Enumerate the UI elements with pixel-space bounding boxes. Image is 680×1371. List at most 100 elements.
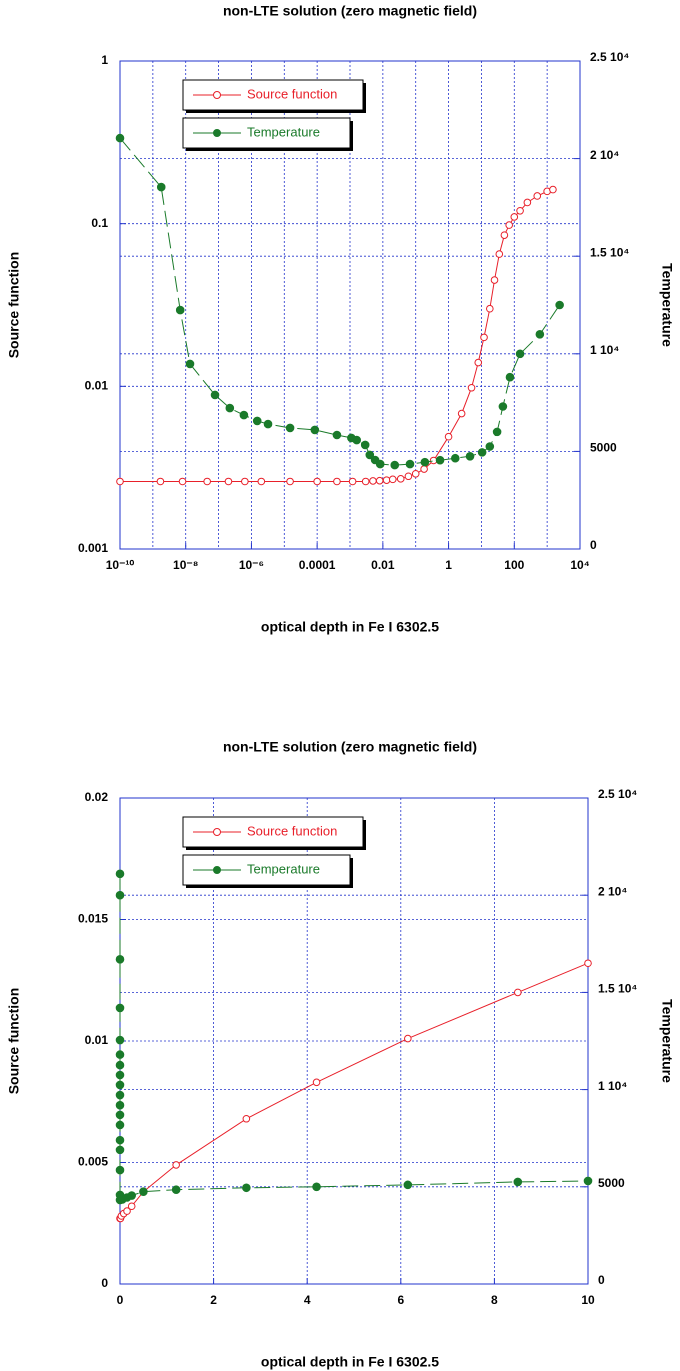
data-point [361,477,370,486]
data-point [332,430,342,440]
y2-tick-label: 2.5 10⁴ [590,50,629,64]
data-point [115,1080,125,1090]
data-point [457,409,466,418]
data-point [514,988,522,997]
x-tick-label: 10⁻¹⁰ [106,558,135,572]
y-axis-label: Source function [6,252,22,359]
data-point [115,1165,125,1175]
data-point [420,457,430,467]
y-axis-label: Source function [6,988,22,1095]
legend-label: Temperature [247,861,320,876]
data-point [225,403,235,413]
y-tick-label: 0.005 [78,1155,108,1169]
data-point [477,448,487,457]
y2-tick-label: 5000 [590,441,617,455]
data-point [257,477,266,486]
data-point [535,329,545,339]
legend-entry: Temperature [182,117,353,151]
data-point [533,192,542,200]
x-tick-label: 0 [117,1293,124,1307]
y-tick-label: 1 [101,53,108,67]
data-point [584,959,592,968]
data-point [375,459,385,469]
data-point [490,276,499,284]
data-point [139,1187,148,1196]
chart: non-LTE solution (zero magnetic field) op… [6,739,676,1370]
y-tick-label: 0.01 [85,1033,109,1047]
legend-entry: Source function [182,79,366,113]
y-tick-label: 0.015 [78,912,108,926]
data-point [369,477,377,485]
data-point [375,476,384,485]
data-point [583,1176,593,1186]
data-point [178,477,187,486]
y2-tick-label: 0 [598,1273,605,1287]
y-tick-label: 0.01 [85,379,109,393]
data-point [115,1035,125,1045]
y2-tick-label: 2 10⁴ [598,884,627,898]
data-point [156,477,165,486]
data-point [123,1207,131,1215]
data-point [115,1135,125,1145]
legend-entry: Temperature [182,854,353,888]
data-point [420,465,428,473]
data-point [474,358,483,367]
data-point [242,1114,251,1123]
data-point [465,451,475,461]
data-point [348,477,357,486]
data-point [444,432,453,441]
data-point [115,1070,125,1080]
data-point [505,372,515,382]
data-point [515,349,525,359]
data-point [310,425,320,435]
data-point [242,1183,251,1193]
y2-tick-label: 1.5 10⁴ [590,245,629,259]
y-tick-label: 0.001 [78,541,108,555]
y2-tick-label: 0 [590,538,597,552]
y2-tick-label: 1.5 10⁴ [598,982,637,996]
data-point [286,477,294,486]
data-point [263,419,273,429]
data-point [313,477,321,486]
y-tick-label: 0.1 [91,216,108,230]
x-tick-label: 4 [304,1293,311,1307]
data-point [224,477,233,486]
plot-frame [119,60,581,550]
data-point [352,435,362,445]
x-axis-label: optical depth in Fe I 6302.5 [261,619,439,635]
data-point [388,475,397,484]
data-point [365,450,375,460]
x-tick-label: 8 [491,1293,498,1307]
data-point [115,955,125,964]
data-point [241,477,249,486]
data-point [333,477,341,486]
data-point [285,423,295,433]
y2-tick-label: 5000 [598,1176,625,1190]
data-point [115,1145,125,1155]
data-point [403,1180,413,1190]
data-point [485,442,495,451]
data-point [203,477,211,486]
data-point [382,476,391,484]
y2-tick-label: 2 10⁴ [590,148,619,162]
data-point [549,185,557,194]
y2-axis-label: Temperature [659,263,675,347]
y2-tick-label: 2.5 10⁴ [598,787,637,801]
x-tick-label: 1 [445,558,452,572]
data-point [115,1120,125,1130]
data-point [498,402,508,411]
data-point [115,1050,125,1059]
data-point [450,453,460,463]
data-point [523,198,532,207]
data-point [467,383,476,392]
data-point [555,300,564,310]
data-point [239,410,249,420]
x-tick-label: 0.0001 [299,558,336,572]
data-point [312,1182,321,1192]
data-point [115,133,125,143]
y2-tick-label: 1 10⁴ [590,343,619,357]
data-point [505,221,513,229]
data-point [252,416,262,426]
data-point [115,1003,125,1013]
data-point [116,477,124,486]
